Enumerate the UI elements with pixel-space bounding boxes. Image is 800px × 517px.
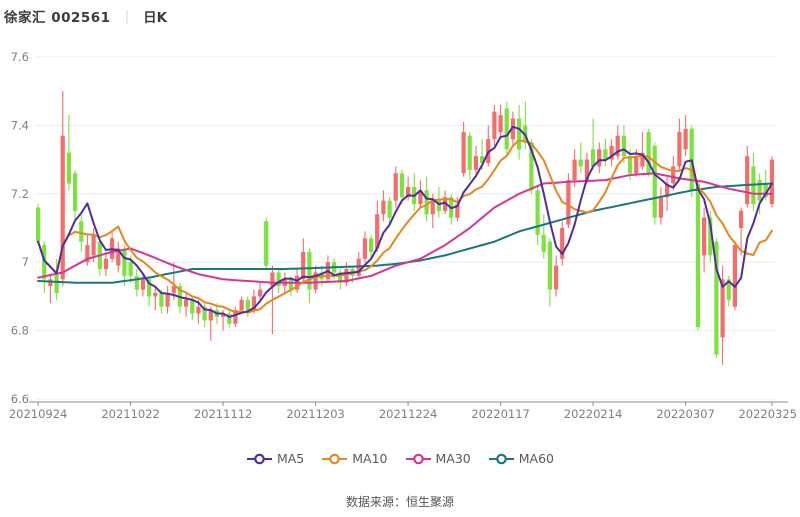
legend-label: MA60 xyxy=(518,451,555,466)
legend-item-ma10[interactable]: MA10 xyxy=(321,451,388,466)
data-source-note: 数据来源：恒生聚源 xyxy=(345,495,454,509)
y-axis-label: 7.4 xyxy=(11,118,29,132)
legend-label: MA30 xyxy=(435,451,471,466)
x-axis-label: 20211203 xyxy=(286,407,345,421)
period-label[interactable]: 日K xyxy=(143,10,168,26)
legend-item-ma30[interactable]: MA30 xyxy=(405,451,471,466)
ma10-line xyxy=(37,139,773,314)
x-axis-label: 20220307 xyxy=(656,407,715,421)
x-axis-label: 20211224 xyxy=(379,407,438,421)
stock-title: 徐家汇 002561 xyxy=(4,10,111,26)
x-axis-label: 20220325 xyxy=(738,407,797,421)
legend-line-marker-icon xyxy=(405,453,431,464)
x-axis-label: 20210924 xyxy=(9,407,68,421)
header-divider: | xyxy=(124,8,130,24)
legend-label: MA5 xyxy=(276,451,305,466)
legend-label: MA10 xyxy=(352,451,388,466)
legend: MA5 MA10 MA30 MA60 xyxy=(0,451,800,466)
y-axis-label: 7.6 xyxy=(11,50,29,64)
x-axis-label: 20211112 xyxy=(194,407,253,421)
legend-item-ma5[interactable]: MA5 xyxy=(246,451,304,466)
chart-header: 徐家汇 002561 | 日K xyxy=(4,6,167,26)
ma5-line xyxy=(37,125,773,318)
kline-chart[interactable]: 7.6 7.4 7.2 7 6.8 6.6 20210924 20211022 20211112… xyxy=(0,0,800,430)
legend-line-marker-icon xyxy=(322,453,348,464)
y-axis-label: 6.6 xyxy=(11,392,29,406)
y-axis-label: 7.2 xyxy=(11,187,29,201)
y-axis-label: 6.8 xyxy=(11,324,29,338)
x-axis-label: 20220214 xyxy=(564,407,623,421)
legend-item-ma60[interactable]: MA60 xyxy=(488,451,554,466)
y-axis-label: 7 xyxy=(22,255,29,269)
legend-line-marker-icon xyxy=(488,453,514,464)
ma30-line xyxy=(37,172,773,284)
legend-line-marker-icon xyxy=(246,453,272,464)
x-axis-label: 20211022 xyxy=(101,407,160,421)
x-axis-label: 20220117 xyxy=(471,407,530,421)
